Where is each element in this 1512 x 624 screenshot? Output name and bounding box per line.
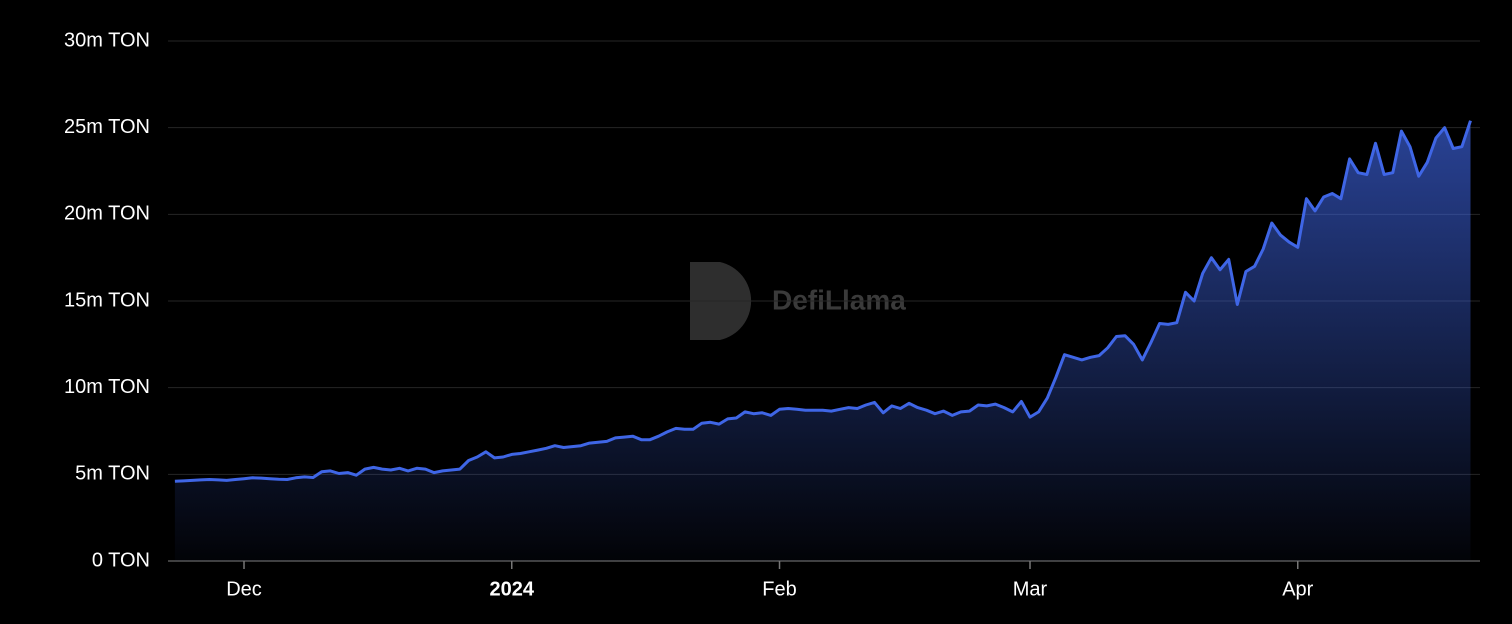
y-tick-label: 0 TON <box>92 549 150 571</box>
x-tick-label: Feb <box>762 578 796 600</box>
y-tick-label: 5m TON <box>75 463 150 485</box>
x-tick-label: Apr <box>1282 578 1313 600</box>
line <box>174 120 1472 483</box>
y-tick-label: 15m TON <box>64 289 150 311</box>
y-tick-label: 20m TON <box>64 203 150 225</box>
watermark-text: DefiLlama <box>772 284 906 315</box>
x-tick-label: 2024 <box>490 578 535 600</box>
y-tick-label: 10m TON <box>64 376 150 398</box>
x-tick-label: Mar <box>1013 578 1048 600</box>
x-tick-label: Dec <box>226 578 262 600</box>
y-tick-label: 30m TON <box>64 29 150 51</box>
y-tick-label: 25m TON <box>64 116 150 138</box>
area-fill <box>174 120 1471 561</box>
